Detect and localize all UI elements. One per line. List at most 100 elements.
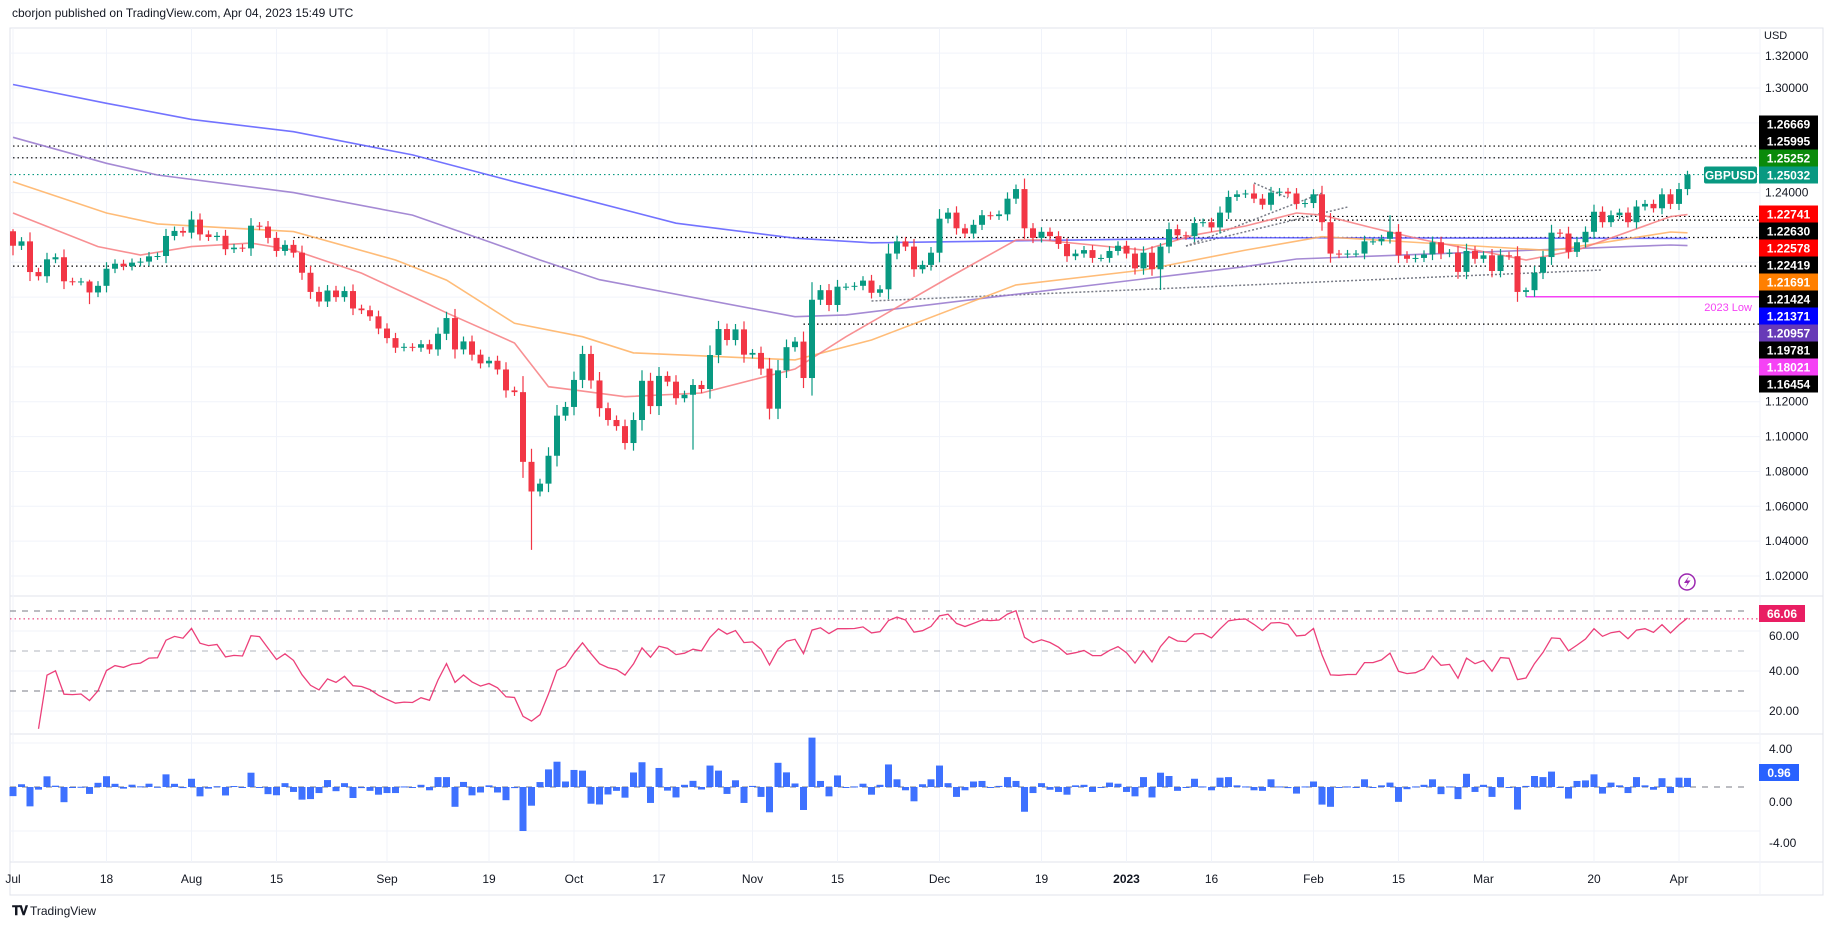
candle-up — [1310, 194, 1317, 204]
price-tick-label: 1.08000 — [1765, 464, 1809, 478]
candle-up — [537, 483, 543, 492]
price-label: 1.16454 — [1767, 378, 1811, 392]
trendline — [871, 269, 1603, 302]
momentum-bar — [859, 783, 867, 787]
candle-up — [1659, 194, 1665, 209]
momentum-bar — [1505, 787, 1513, 788]
momentum-bar — [553, 761, 561, 787]
momentum-bar — [723, 787, 731, 794]
price-label: 1.21424 — [1767, 293, 1811, 307]
candle-up — [1684, 174, 1691, 190]
momentum-bar — [9, 787, 17, 797]
candle-up — [1497, 255, 1504, 272]
candle-up — [1446, 252, 1453, 254]
candle-up — [928, 252, 934, 265]
momentum-bar — [383, 787, 391, 794]
candle-down — [800, 341, 807, 379]
momentum-bar — [1021, 787, 1028, 812]
momentum-bar — [1463, 773, 1470, 787]
momentum-bar — [1140, 777, 1147, 787]
momentum-bar — [1131, 787, 1139, 797]
candle-up — [571, 379, 577, 407]
price-tick-label: 1.24000 — [1765, 186, 1809, 200]
momentum-bar — [1369, 787, 1377, 788]
candle-down — [528, 461, 535, 492]
candle-up — [401, 346, 407, 348]
momentum-bar — [247, 772, 255, 787]
candle-up — [979, 215, 985, 225]
rsi-line — [37, 609, 1688, 729]
candle-up — [919, 264, 926, 270]
momentum-bar — [647, 787, 654, 803]
candle-up — [630, 420, 637, 444]
time-tick-label: Apr — [1670, 872, 1689, 886]
momentum-bar — [783, 772, 790, 787]
momentum-bar — [1412, 786, 1419, 788]
momentum-bar — [1267, 779, 1275, 787]
momentum-bar — [94, 782, 102, 787]
candle-up — [341, 291, 348, 298]
price-label: 1.25995 — [1767, 135, 1811, 149]
price-label-box — [1759, 341, 1818, 359]
candle-up — [1344, 253, 1351, 255]
candle-down — [1021, 189, 1028, 229]
momentum-bar — [1378, 785, 1385, 787]
candle-up — [1200, 222, 1206, 224]
candle-down — [622, 426, 628, 444]
candle-up — [579, 353, 586, 380]
momentum-bar — [86, 787, 93, 794]
candle-down — [766, 368, 773, 409]
momentum-bar — [451, 787, 459, 807]
momentum-bar — [1497, 777, 1504, 787]
candle-down — [1055, 236, 1062, 244]
momentum-bar — [1089, 787, 1096, 792]
candle-down — [35, 272, 42, 277]
momentum-bar — [1327, 787, 1334, 807]
price-label-box — [1759, 324, 1818, 342]
rsi-tick-label: 40.00 — [1769, 664, 1799, 678]
momentum-bar — [43, 776, 51, 787]
momentum-bar — [222, 787, 229, 796]
time-tick-label: Oct — [565, 872, 584, 886]
candle-up — [231, 247, 237, 250]
momentum-bar — [1582, 780, 1589, 787]
candle-down — [426, 344, 433, 350]
momentum-bar — [766, 787, 773, 813]
momentum-bar — [111, 783, 119, 787]
candle-down — [61, 257, 67, 282]
price-label: 1.20957 — [1767, 327, 1811, 341]
momentum-bar — [1259, 787, 1266, 791]
momentum-bar — [1650, 787, 1657, 790]
price-label-box — [1759, 132, 1818, 150]
tradingview-logo[interactable]: 𝐓𝐕 TradingView — [12, 903, 96, 919]
price-label: 1.18021 — [1767, 361, 1811, 375]
candle-up — [1582, 231, 1589, 243]
candle-down — [1285, 191, 1291, 194]
candle-up — [885, 253, 892, 290]
momentum-bar — [1250, 787, 1258, 791]
momentum-bar — [1471, 787, 1479, 792]
momentum-bar — [188, 778, 195, 787]
candle-down — [222, 235, 229, 250]
symbol-tag-box — [1704, 166, 1757, 184]
tradingview-logo-icon: 𝐓𝐕 — [12, 903, 28, 918]
momentum-bar — [332, 787, 340, 792]
candle-up — [1268, 192, 1274, 205]
candle-up — [732, 329, 739, 341]
candle-down — [1404, 255, 1410, 259]
price-pane: 2023 Low — [10, 83, 1760, 550]
price-label-box — [1759, 205, 1818, 223]
momentum-bar — [1114, 783, 1122, 787]
candle-up — [1140, 252, 1147, 269]
candle-up — [435, 333, 441, 350]
momentum-bar — [519, 787, 527, 831]
momentum-bar — [256, 787, 263, 788]
time-tick-label: 17 — [652, 872, 666, 886]
momentum-bar — [1556, 787, 1564, 788]
momentum-bar — [205, 787, 212, 789]
time-tick-label: 15 — [1392, 872, 1406, 886]
momentum-bar — [1344, 786, 1351, 788]
momentum-bar — [196, 787, 204, 797]
time-tick-label: Mar — [1473, 872, 1494, 886]
